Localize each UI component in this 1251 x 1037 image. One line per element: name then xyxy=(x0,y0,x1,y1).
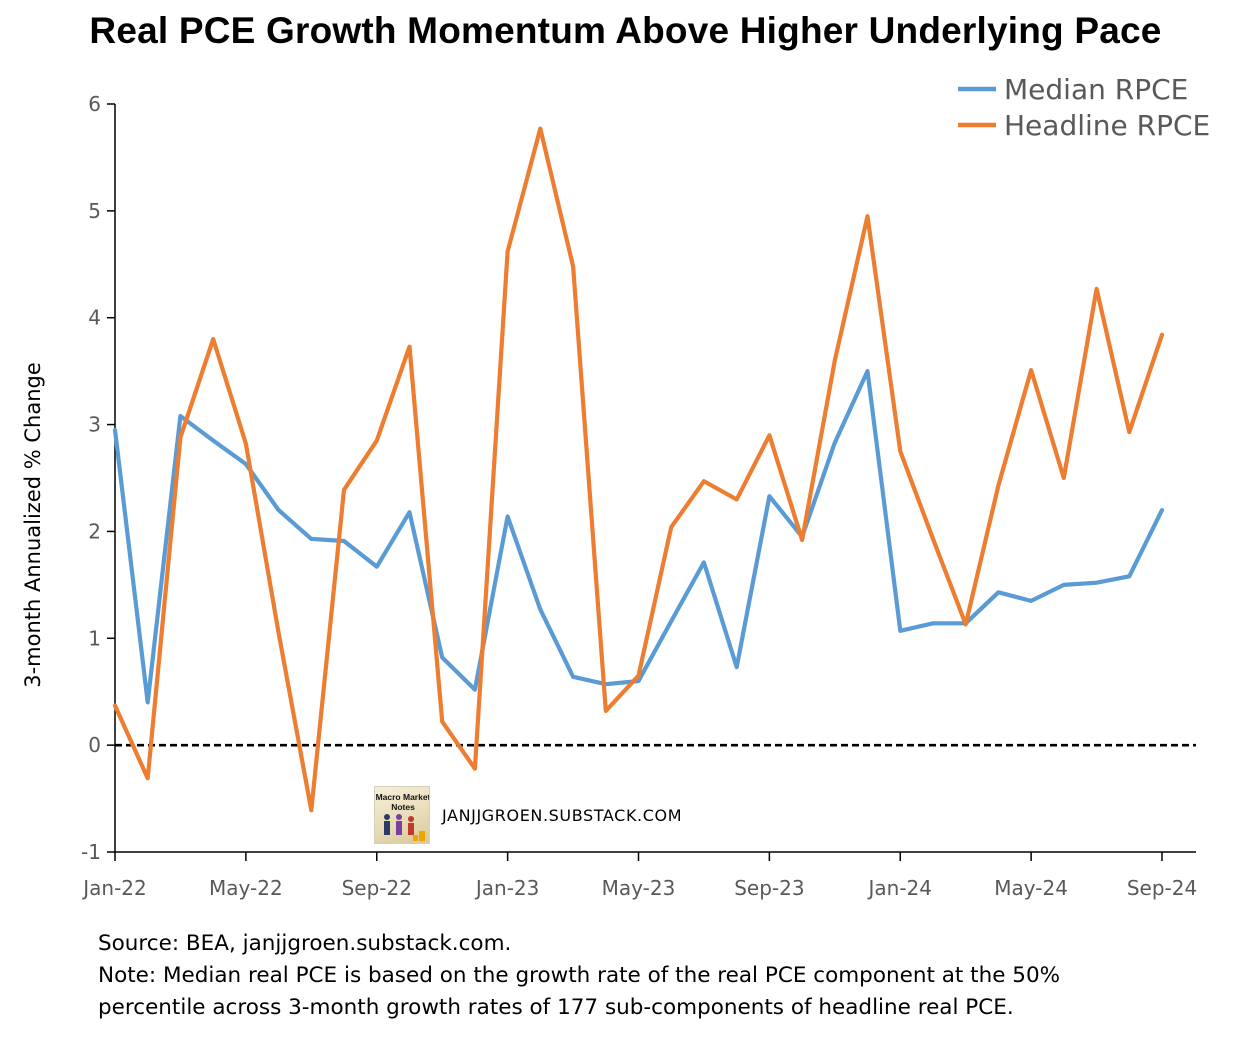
y-tick-label: 6 xyxy=(88,92,101,116)
data-point-headline-rpce xyxy=(1029,368,1033,372)
data-point-headline-rpce xyxy=(1062,476,1066,480)
data-point-headline-rpce xyxy=(146,776,150,780)
data-point-median-rpce xyxy=(1127,574,1131,578)
data-point-headline-rpce xyxy=(473,767,477,771)
legend-label-headline-rpce: Headline RPCE xyxy=(1004,109,1210,142)
y-tick-label: 2 xyxy=(88,519,101,543)
logo-figures-icon xyxy=(384,814,425,841)
y-tick-label: 3 xyxy=(88,413,101,437)
data-point-headline-rpce xyxy=(996,483,1000,487)
data-point-headline-rpce xyxy=(178,435,182,439)
data-point-headline-rpce xyxy=(637,674,641,678)
data-point-median-rpce xyxy=(735,665,739,669)
data-point-median-rpce xyxy=(669,619,673,623)
series-line-median-rpce xyxy=(112,369,1165,705)
data-point-median-rpce xyxy=(473,688,477,692)
data-point-headline-rpce xyxy=(800,538,804,542)
data-point-median-rpce xyxy=(931,621,935,625)
data-point-headline-rpce xyxy=(277,631,281,635)
line-chart: -1 0 1 2 3 4 5 6 Jan-22 May-22 Sep-22 Jan-23 May-23 S… xyxy=(21,73,1210,900)
data-point-headline-rpce xyxy=(604,709,608,713)
data-point-headline-rpce xyxy=(309,808,313,812)
method-note-line-1: Note: Median real PCE is based on the gr… xyxy=(98,963,1061,988)
x-tick-label: Jan-22 xyxy=(81,876,147,900)
data-point-headline-rpce xyxy=(113,704,117,708)
data-point-median-rpce xyxy=(996,590,1000,594)
y-tick-label: 1 xyxy=(88,626,101,650)
data-point-headline-rpce xyxy=(407,345,411,349)
chart-title: Real PCE Growth Momentum Above Higher Un… xyxy=(89,10,1162,51)
axes: -1 0 1 2 3 4 5 6 Jan-22 May-22 Sep-22 Jan-23 May-23 S… xyxy=(81,92,1197,900)
data-point-headline-rpce xyxy=(767,433,771,437)
y-tick-label: 4 xyxy=(88,306,101,330)
data-point-median-rpce xyxy=(702,560,706,564)
method-note-line-2: percentile across 3-month growth rates o… xyxy=(98,995,1014,1020)
data-point-median-rpce xyxy=(277,508,281,512)
data-point-headline-rpce xyxy=(244,442,248,446)
data-point-median-rpce xyxy=(866,369,870,373)
data-point-headline-rpce xyxy=(211,337,215,341)
x-tick-label: Jan-23 xyxy=(474,876,540,900)
x-tick-label: Jan-24 xyxy=(867,876,933,900)
data-point-headline-rpce xyxy=(342,488,346,492)
data-point-headline-rpce xyxy=(898,449,902,453)
data-point-median-rpce xyxy=(1062,583,1066,587)
data-point-median-rpce xyxy=(506,514,510,518)
data-point-median-rpce xyxy=(342,539,346,543)
data-point-median-rpce xyxy=(767,494,771,498)
data-point-median-rpce xyxy=(407,510,411,514)
data-point-headline-rpce xyxy=(669,525,673,529)
y-tick-label: 0 xyxy=(88,733,101,757)
x-tick-label: May-22 xyxy=(209,876,283,900)
data-point-median-rpce xyxy=(178,414,182,418)
y-axis-label: 3-month Annualized % Change xyxy=(21,362,45,688)
x-tick-label: Sep-23 xyxy=(734,876,804,900)
data-point-headline-rpce xyxy=(375,439,379,443)
data-point-headline-rpce xyxy=(440,720,444,724)
y-tick-label: -1 xyxy=(81,840,101,864)
data-point-headline-rpce xyxy=(1160,333,1164,337)
data-point-median-rpce xyxy=(1095,581,1099,585)
macro-market-notes-logo: Macro Market Notes xyxy=(374,786,430,844)
data-point-median-rpce xyxy=(571,675,575,679)
data-point-median-rpce xyxy=(538,607,542,611)
x-tick-label: May-23 xyxy=(602,876,676,900)
data-point-median-rpce xyxy=(113,428,117,432)
data-point-median-rpce xyxy=(375,565,379,569)
series-line-headline-rpce xyxy=(112,126,1165,813)
series-layer xyxy=(112,126,1165,813)
data-point-headline-rpce xyxy=(735,497,739,501)
data-point-median-rpce xyxy=(833,441,837,445)
data-point-median-rpce xyxy=(898,629,902,633)
y-tick-label: 5 xyxy=(88,199,101,223)
x-tick-label: Sep-24 xyxy=(1127,876,1197,900)
watermark-text: JANJJGROEN.SUBSTACK.COM xyxy=(442,806,683,825)
data-point-headline-rpce xyxy=(964,622,968,626)
data-point-headline-rpce xyxy=(1127,430,1131,434)
data-point-headline-rpce xyxy=(506,249,510,253)
data-point-headline-rpce xyxy=(702,479,706,483)
data-point-median-rpce xyxy=(1160,508,1164,512)
data-point-headline-rpce xyxy=(538,127,542,131)
x-tick-label: May-24 xyxy=(994,876,1068,900)
data-point-headline-rpce xyxy=(866,214,870,218)
x-tick-label: Sep-22 xyxy=(342,876,412,900)
data-point-headline-rpce xyxy=(833,358,837,362)
data-point-median-rpce xyxy=(1029,599,1033,603)
source-note: Source: BEA, janjjgroen.substack.com. xyxy=(98,931,512,956)
data-point-headline-rpce xyxy=(931,537,935,541)
data-point-median-rpce xyxy=(211,439,215,443)
data-point-median-rpce xyxy=(146,700,150,704)
data-point-median-rpce xyxy=(309,537,313,541)
chart-notes: Source: BEA, janjjgroen.substack.com. No… xyxy=(98,928,1060,1024)
data-point-headline-rpce xyxy=(1095,287,1099,291)
legend-label-median-rpce: Median RPCE xyxy=(1004,73,1188,106)
logo-text: Macro Market Notes xyxy=(375,792,430,812)
data-point-headline-rpce xyxy=(571,264,575,268)
data-point-median-rpce xyxy=(440,656,444,660)
